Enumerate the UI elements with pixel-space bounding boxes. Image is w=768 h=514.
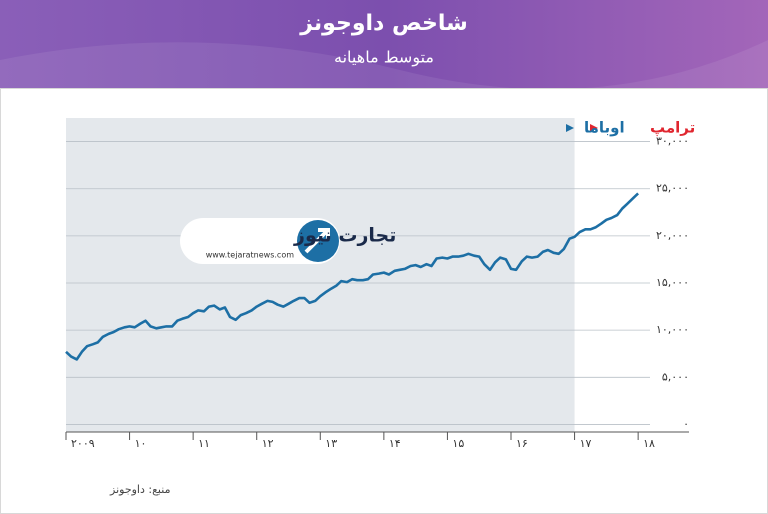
x-tick-label: ۱۲ <box>262 437 274 450</box>
x-tick-label: ۱۱ <box>198 437 210 450</box>
logo-arrow <box>304 228 330 254</box>
legend-marker <box>590 124 598 132</box>
y-tick-label: ۲۵,۰۰۰ <box>656 182 689 195</box>
period-shade <box>66 118 575 432</box>
x-tick-label: ۲۰۰۹ <box>71 437 95 450</box>
legend-marker <box>566 124 574 132</box>
plot: ۰ ۵,۰۰۰ ۱۰,۰۰۰ ۱۵,۰۰۰ ۲۰,۰۰۰ ۲۵,۰۰۰ ۳۰,۰۰۰ ۲۰۰۹… <box>65 118 695 450</box>
x-tick-label: ۱۷ <box>580 437 592 450</box>
header-band <box>0 0 768 88</box>
logo-name: تجارت نیوز <box>293 225 396 247</box>
x-tick-label: ۱۳ <box>325 437 337 450</box>
legend-label: اوباما <box>584 119 625 137</box>
x-tick-label: ۱۶ <box>516 437 528 450</box>
y-tick-label: ۱۵,۰۰۰ <box>656 276 689 289</box>
y-tick-label: ۲۰,۰۰۰ <box>656 229 689 242</box>
header-wave <box>0 40 768 90</box>
y-tick-label: ۰ <box>683 417 689 430</box>
logo-url: www.tejaratnews.com <box>206 251 294 260</box>
x-tick-label: ۱۴ <box>389 437 401 450</box>
legend-label: ترامپ <box>650 119 695 137</box>
y-tick-label: ۱۰,۰۰۰ <box>656 323 689 336</box>
x-tick-label: ۱۵ <box>452 437 464 450</box>
logo-bg <box>180 218 340 264</box>
x-tick-label: ۱۸ <box>643 437 655 450</box>
y-tick-label: ۳۰,۰۰۰ <box>656 135 689 148</box>
data-line <box>65 192 640 361</box>
title: شاخص داوجونز <box>299 11 468 36</box>
source: منبع: داوجونز <box>109 483 171 496</box>
y-tick-label: ۵,۰۰۰ <box>662 370 689 383</box>
subtitle: متوسط ماهیانه <box>334 48 434 68</box>
x-tick-label: ۱۰ <box>135 437 147 450</box>
